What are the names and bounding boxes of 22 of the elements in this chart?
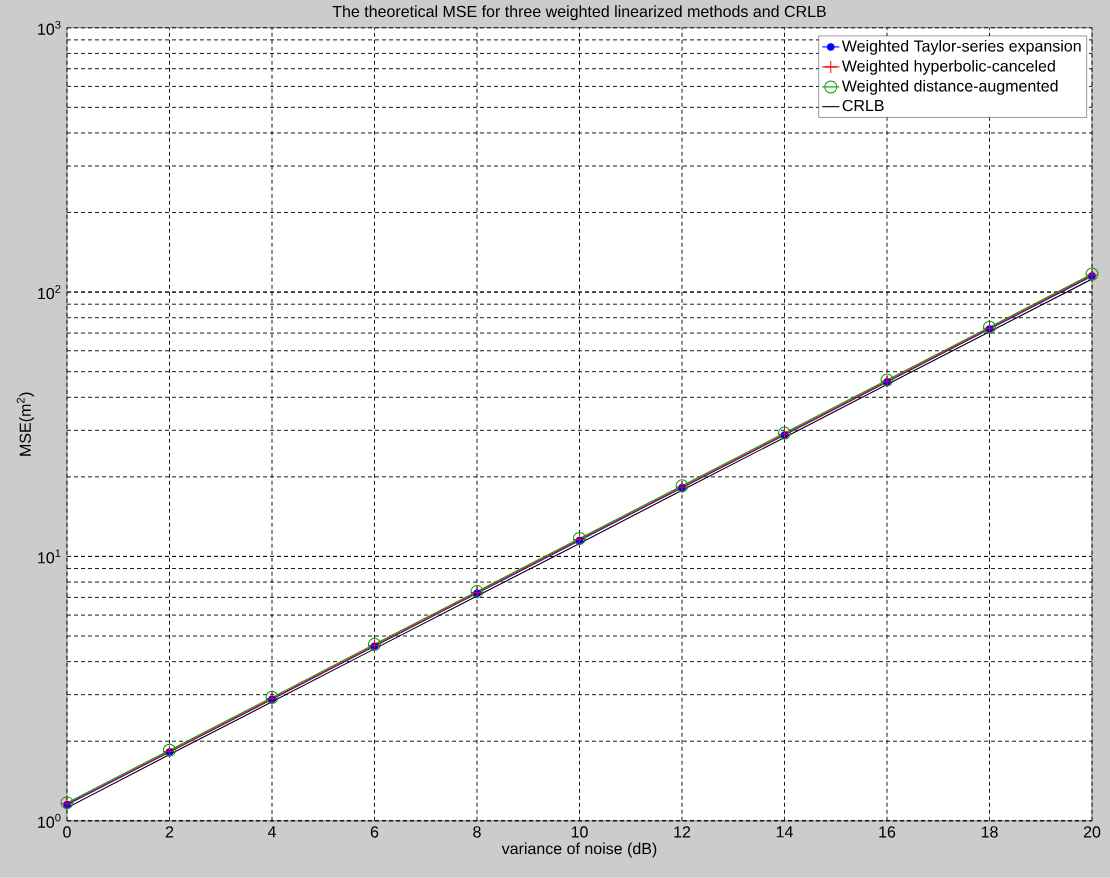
x-tick-label: 2: [165, 826, 174, 838]
y-tick-label: 10$^{2}$: [38, 285, 61, 300]
x-tick-label: 20: [1083, 826, 1101, 838]
x-axis-title: variance of noise (dB): [501, 842, 657, 858]
legend-label: Weighted Taylor-series expansion: [841, 40, 1081, 55]
x-tick-label: 10: [571, 826, 588, 838]
y-axis-title: MSE(m$^{2}$): [16, 392, 35, 456]
x-tick-label: 12: [674, 826, 691, 838]
legend-label: Weighted hyperbolic-canceled: [841, 60, 1055, 75]
legend-label: Weighted distance-augmented: [841, 80, 1058, 95]
x-tick-label: 8: [473, 826, 481, 838]
x-tick-label: 6: [370, 826, 379, 838]
x-tick-label: 16: [879, 826, 896, 838]
y-tick-label: 10$^{0}$: [38, 813, 61, 829]
legend-label: CRLB: [842, 100, 884, 112]
x-tick-label: 18: [981, 826, 998, 838]
y-tick-label: 10$^{3}$: [38, 20, 61, 36]
x-tick-label: 0: [63, 826, 71, 838]
x-tick-label: 14: [776, 826, 793, 838]
chart-title: The theoretical MSE for three weighted linearized methods and CRLB: [332, 5, 826, 21]
x-tick-label: 4: [267, 826, 276, 838]
y-tick-label: 10$^{1}$: [38, 549, 61, 564]
